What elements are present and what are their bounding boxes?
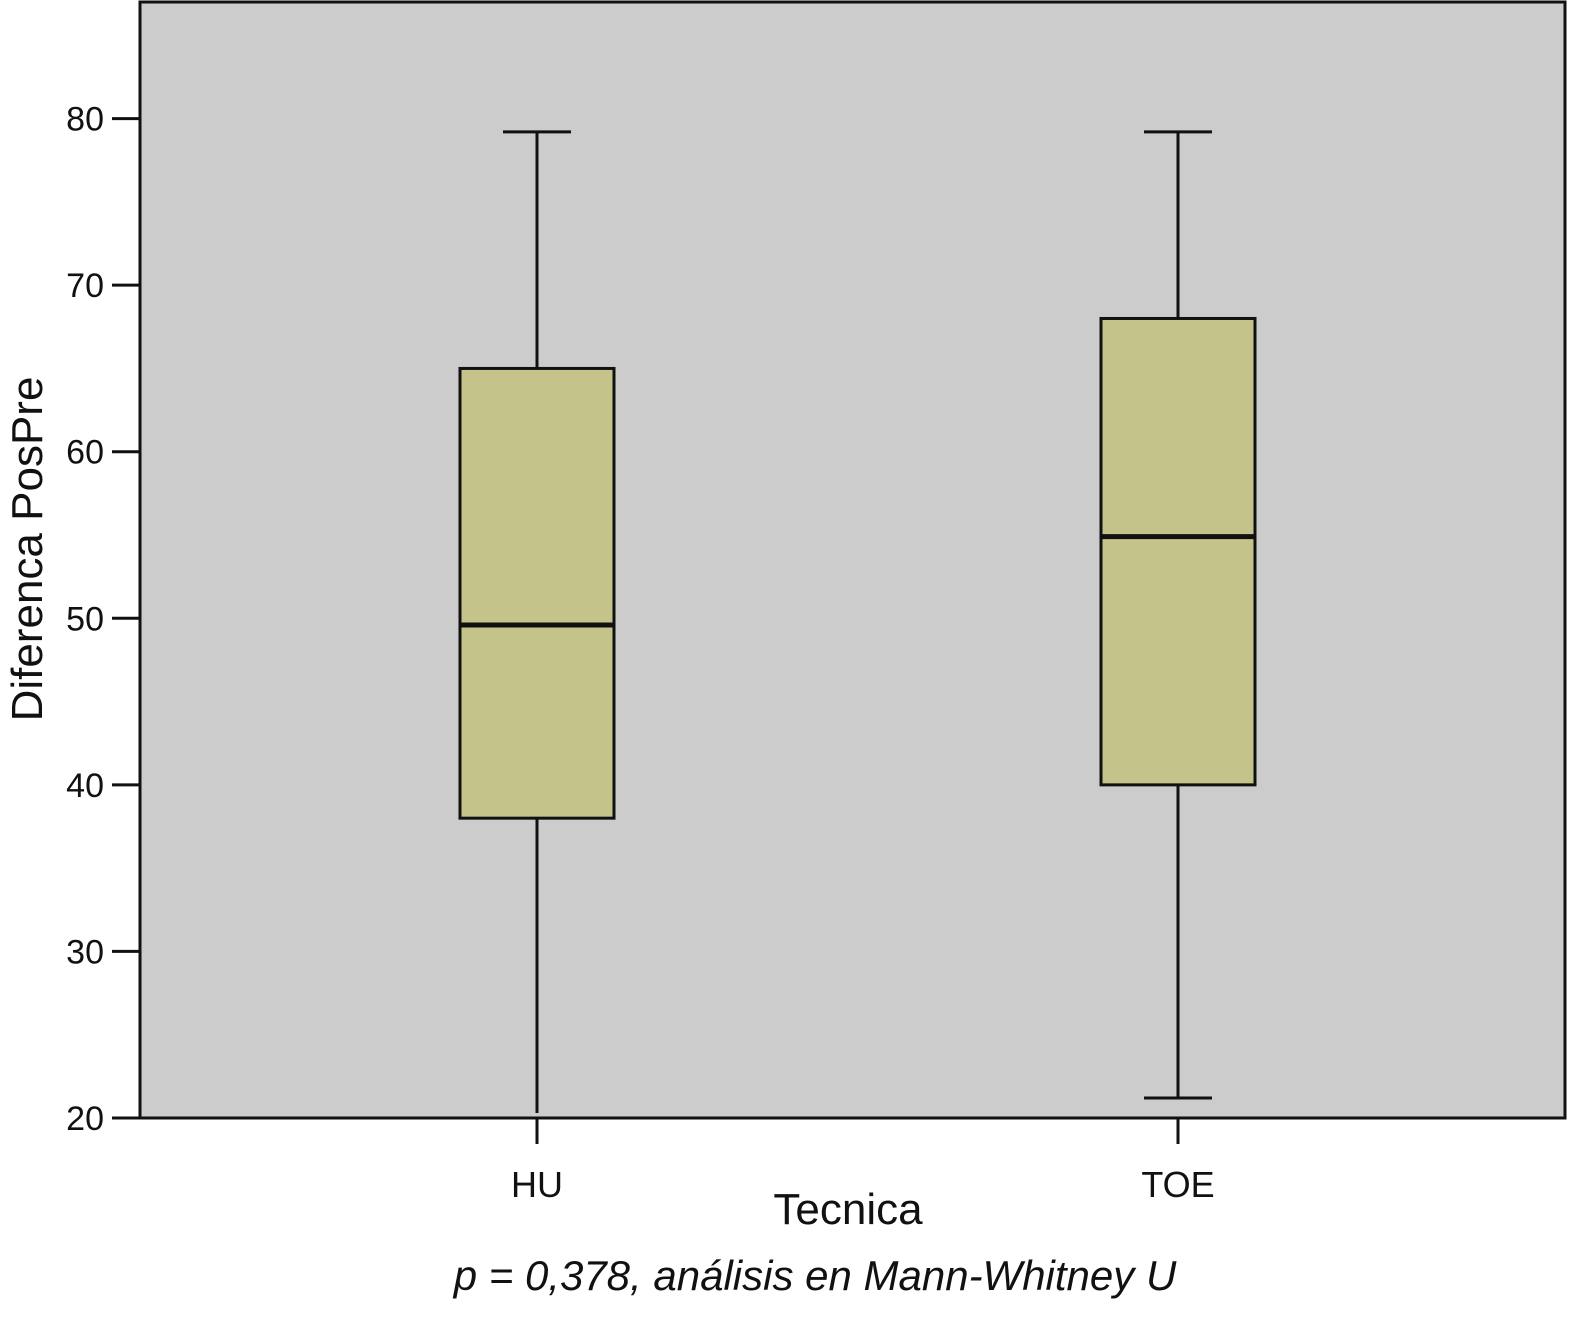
y-tick-label-60: 60: [66, 434, 104, 472]
y-axis-title: Diferenca PosPre: [3, 377, 52, 722]
box-group-hu: [458, 130, 616, 1114]
boxes-layer: [458, 130, 1257, 1114]
statistical-test-note: p = 0,378, análisis en Mann-Whitney U: [452, 1252, 1177, 1299]
y-tick-label-80: 80: [66, 101, 104, 139]
y-tick-label-70: 70: [66, 267, 104, 305]
y-tick-label-30: 30: [66, 933, 104, 971]
axes-layer: 20 30 40 50 60 70 80 HU TOE: [66, 101, 1215, 1205]
plot-area: [138, 0, 1567, 1120]
box-toe: [1099, 316, 1257, 787]
box-hu: [458, 366, 616, 820]
box-group-toe: [1099, 130, 1257, 1100]
x-axis-title: Tecnica: [773, 1185, 923, 1234]
y-tick-label-40: 40: [66, 767, 104, 805]
y-tick-label-20: 20: [66, 1100, 104, 1138]
x-tick-label-hu: HU: [511, 1164, 563, 1205]
x-tick-label-toe: TOE: [1141, 1164, 1214, 1205]
y-tick-label-50: 50: [66, 600, 104, 638]
